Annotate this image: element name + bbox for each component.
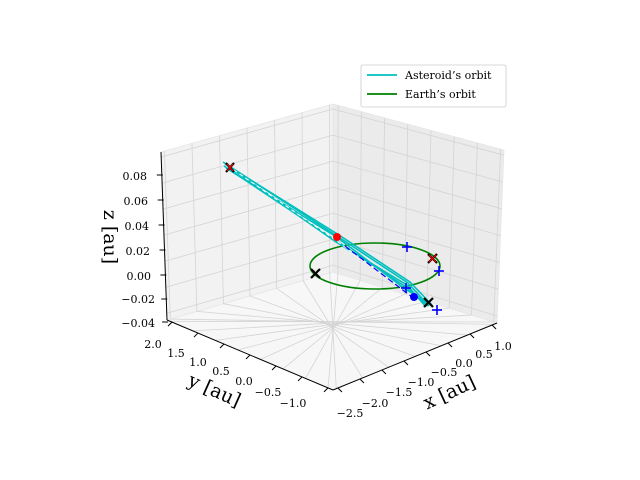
- x-tick-label: −1.5: [386, 386, 413, 399]
- x-tick-mark: [447, 342, 453, 348]
- legend: Asteroid’s orbit Earth’s orbit: [360, 64, 507, 108]
- legend-label-earth: Earth’s orbit: [405, 88, 476, 101]
- z-tick-labels: 0.08 0.06 0.04 0.02 0.00 −0.02 −0.04: [121, 170, 155, 330]
- z-axis-label: z [au]: [99, 210, 121, 264]
- x-tick-label: 0.0: [455, 357, 473, 370]
- x-tick-label: −1.0: [408, 376, 435, 389]
- y-tick-mark: [193, 332, 199, 338]
- grid-line: [493, 149, 501, 322]
- y-tick-label: 0.0: [235, 375, 253, 388]
- y-tick-label: 1.0: [189, 356, 207, 369]
- grid-line: [192, 314, 472, 332]
- asteroid-orbit-line: [224, 163, 433, 306]
- red-dot-marker: [333, 233, 341, 241]
- grid-line: [191, 143, 198, 312]
- z-tick-label: 0.06: [124, 195, 149, 208]
- grid-line: [215, 307, 450, 341]
- x-tick-mark: [491, 324, 497, 330]
- x-tick-mark: [403, 360, 409, 366]
- y-tick-mark: [245, 354, 251, 360]
- x-tick-mark: [381, 369, 387, 375]
- y-tick-label: 0.5: [212, 365, 230, 378]
- grid-line: [327, 273, 339, 388]
- z-axis-line: [160, 151, 168, 321]
- grid-line: [301, 112, 304, 281]
- z-tick-label: −0.02: [121, 293, 155, 306]
- grid-line: [426, 130, 432, 302]
- y-tick-mark: [167, 321, 173, 327]
- grid-line: [305, 280, 361, 379]
- earth-orbit: [309, 242, 441, 290]
- x-tick-labels: −2.5 −2.0 −1.5 −1.0 −0.5 0.0 0.5 1.0: [337, 340, 512, 420]
- y-tick-mark: [323, 387, 329, 393]
- blue-plus-marker: [401, 283, 411, 293]
- x-tick-mark: [425, 351, 431, 357]
- asteroid-blue-segment: [344, 245, 413, 298]
- y-tick-label: 2.0: [144, 338, 162, 351]
- z-tick-label: 0.00: [127, 270, 152, 283]
- x-tick-mark: [337, 387, 343, 393]
- grid-line: [246, 127, 251, 297]
- grid-line: [382, 117, 385, 288]
- tick-marks: [156, 174, 497, 393]
- y-tick-label: −0.5: [255, 386, 282, 399]
- z-tick-label: 0.04: [125, 220, 150, 233]
- grid-line: [282, 287, 383, 370]
- blue-dot-marker: [410, 293, 418, 301]
- y-tick-mark: [271, 365, 277, 371]
- blue-plus-marker: [402, 242, 412, 252]
- x-tick-label: −2.0: [362, 397, 389, 410]
- z-tick-label: −0.04: [121, 317, 155, 330]
- grid-line: [237, 300, 428, 351]
- red-x-marker: [428, 254, 437, 263]
- grid-line: [274, 120, 277, 289]
- z-tick-label: 0.02: [126, 245, 151, 258]
- y-tick-mark: [297, 376, 303, 382]
- x-tick-label: −2.5: [337, 407, 364, 420]
- y-tick-label: −1.0: [280, 397, 307, 410]
- legend-label-asteroid: Asteroid’s orbit: [404, 69, 492, 82]
- blue-plus-marker: [434, 266, 444, 276]
- y-tick-mark: [219, 343, 225, 349]
- earth-orbit-line: [309, 242, 441, 290]
- blue-plus-marker: [432, 305, 442, 315]
- x-tick-label: 1.0: [494, 340, 512, 353]
- black-x-marker: [423, 297, 434, 308]
- grid-line: [219, 135, 224, 304]
- markers: [225, 162, 444, 315]
- grid-line: [164, 151, 171, 320]
- y-tick-label: 1.5: [167, 347, 185, 360]
- legend-box: [360, 64, 507, 108]
- x-tick-mark: [359, 378, 365, 384]
- grid-line: [448, 136, 455, 309]
- grid-lines: [161, 104, 504, 389]
- z-tick-label: 0.08: [123, 170, 148, 183]
- x-tick-label: 0.5: [475, 348, 493, 361]
- grid-line: [471, 142, 478, 316]
- y-tick-labels: 2.0 1.5 1.0 0.5 0.0 −0.5 −1.0: [144, 338, 306, 410]
- x-tick-mark: [469, 333, 475, 339]
- grid-line: [404, 124, 409, 295]
- black-x-marker: [310, 268, 321, 279]
- grid-line: [170, 320, 494, 323]
- grid-line: [260, 293, 405, 360]
- x-tick-label: −0.5: [431, 366, 458, 379]
- red-x-marker: [226, 163, 234, 172]
